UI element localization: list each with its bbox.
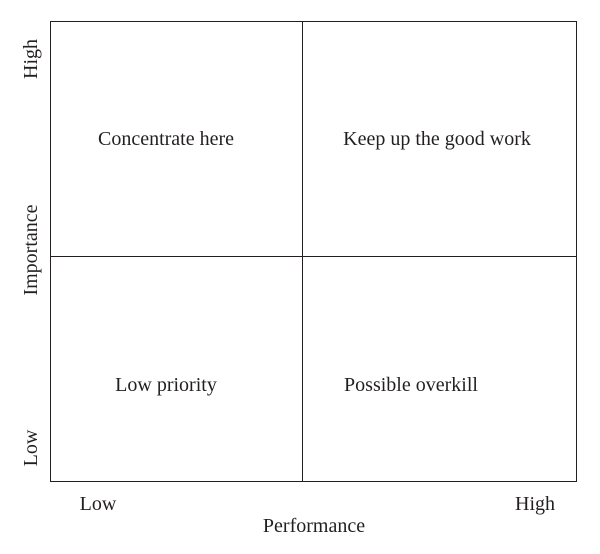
x-axis-low-label: Low [79, 493, 117, 515]
y-axis-high-label: High [20, 39, 42, 79]
x-axis-title: Performance [262, 515, 366, 537]
quadrant-bottom-right-label: Possible overkill [344, 374, 478, 396]
quadrant-top-left-label: Concentrate here [97, 128, 235, 150]
horizontal-divider [50, 256, 577, 257]
quadrant-bottom-left-label: Low priority [115, 374, 217, 396]
matrix-frame [50, 21, 577, 482]
quadrant-top-right-label: Keep up the good work [343, 128, 531, 150]
y-axis-title: Importance [20, 204, 42, 296]
vertical-divider [302, 21, 303, 482]
x-axis-high-label: High [515, 493, 555, 515]
y-axis-low-label: Low [20, 429, 42, 467]
